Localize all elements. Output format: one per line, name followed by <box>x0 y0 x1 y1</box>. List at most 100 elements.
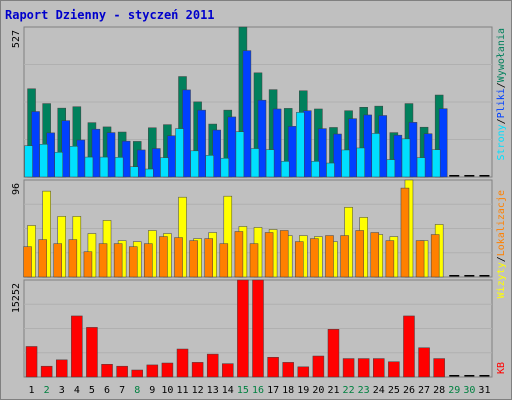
bar-middle-lokalizacje <box>234 231 244 278</box>
bar-middle-lokalizacje <box>400 187 410 278</box>
bar-top-strony <box>401 138 411 178</box>
x-tick-label: 20 <box>312 385 324 396</box>
bar-bottom-kb <box>146 364 159 378</box>
bar-bottom-kb <box>71 315 83 378</box>
x-tick-label: 13 <box>207 385 219 396</box>
bar-bottom-kb <box>25 346 38 378</box>
right-label: Strony/Pliki/Wywołania <box>496 28 507 160</box>
bar-top-strony <box>190 150 199 178</box>
bar-middle-lokalizacje <box>174 237 183 278</box>
bar-top-strony <box>296 112 305 178</box>
bar-top-pliki <box>438 108 448 178</box>
bar-bottom-kb <box>176 348 189 378</box>
bar-bottom-kb <box>327 329 340 378</box>
bar-bottom-kb <box>403 315 415 378</box>
bar-top-strony <box>416 157 426 178</box>
bar-bottom-kb <box>282 362 294 378</box>
bar-top-pliki <box>212 129 221 178</box>
bar-top-strony <box>311 161 320 178</box>
bar-empty <box>479 275 490 277</box>
bar-top-strony <box>145 168 154 178</box>
bar-middle-lokalizacje <box>144 243 153 278</box>
bar-top-strony <box>129 166 139 178</box>
bar-bottom-kb <box>252 279 264 378</box>
x-tick-label: 22 <box>343 385 355 396</box>
x-tick-label: 11 <box>176 385 188 396</box>
x-tick-label: 19 <box>297 385 309 396</box>
bar-bottom-kb <box>342 358 355 378</box>
x-tick-label: 4 <box>74 385 80 396</box>
bar-bottom-kb <box>191 362 204 378</box>
bar-top-strony <box>160 157 169 178</box>
bar-middle-lokalizacje <box>415 240 425 278</box>
bar-empty <box>464 175 475 177</box>
bar-bottom-kb <box>55 359 68 378</box>
x-tick-label: 24 <box>373 385 385 396</box>
bar-middle-lokalizacje <box>219 243 229 278</box>
x-tick-label: 5 <box>89 385 95 396</box>
bar-empty <box>479 175 490 177</box>
x-tick-label: 27 <box>418 385 430 396</box>
bar-top-strony <box>386 159 396 178</box>
bar-top-strony <box>341 149 350 178</box>
bottom-panel-max-label: 15252 <box>11 283 22 313</box>
bar-top-strony <box>371 133 381 178</box>
bar-bottom-kb <box>297 366 310 378</box>
bar-bottom-kb <box>267 357 279 378</box>
bar-bottom-kb <box>373 358 385 378</box>
bar-empty <box>479 375 490 377</box>
x-tick-label: 15 <box>237 385 249 396</box>
bar-top-strony <box>99 156 109 178</box>
x-tick-label: 30 <box>463 385 475 396</box>
bar-middle-lokalizacje <box>53 243 62 278</box>
bar-bottom-kb <box>237 279 249 378</box>
bar-bottom-kb <box>433 358 445 378</box>
bar-middle-lokalizacje <box>279 230 289 278</box>
x-tick-label: 6 <box>104 385 110 396</box>
bar-bottom-kb <box>40 365 53 378</box>
bar-top-pliki <box>106 132 116 178</box>
x-tick-label: 31 <box>478 385 490 396</box>
bar-bottom-kb <box>357 358 370 378</box>
bar-empty <box>449 175 460 177</box>
x-tick-label: 29 <box>448 385 460 396</box>
bar-top-pliki <box>136 149 146 178</box>
bar-bottom-kb <box>116 365 128 378</box>
bar-middle-lokalizacje <box>189 240 198 278</box>
x-tick-label: 28 <box>433 385 445 396</box>
bar-middle-lokalizacje <box>68 239 78 278</box>
bar-empty <box>449 275 460 277</box>
bar-middle-lokalizacje <box>325 235 334 278</box>
x-tick-label: 21 <box>327 385 339 396</box>
bar-middle-lokalizacje <box>83 251 93 278</box>
bar-middle-lokalizacje <box>23 246 32 278</box>
x-tick-label: 14 <box>222 385 234 396</box>
bar-top-strony <box>250 148 260 178</box>
bar-bottom-kb <box>388 361 400 378</box>
bar-bottom-kb <box>101 364 113 378</box>
bar-middle-lokalizacje <box>355 230 364 278</box>
bar-top-strony <box>205 155 214 178</box>
bar-top-strony <box>175 128 184 178</box>
bar-middle-lokalizacje <box>204 238 213 278</box>
bar-bottom-kb <box>222 363 234 378</box>
x-tick-label: 26 <box>403 385 415 396</box>
bar-top-strony <box>235 131 245 178</box>
bar-top-strony <box>24 145 33 178</box>
chart-title: Raport Dzienny - styczeń 2011 <box>5 8 215 22</box>
bar-top-pliki <box>197 109 206 178</box>
right-label: Wizyty/Lokalizacje <box>496 190 507 298</box>
bar-top-pliki <box>272 108 282 178</box>
bar-top-strony <box>114 157 124 178</box>
right-label: KB <box>496 362 507 374</box>
bar-top-strony <box>54 151 63 178</box>
bar-bottom-kb <box>161 362 174 378</box>
x-tick-label: 7 <box>119 385 125 396</box>
x-tick-label: 2 <box>44 385 50 396</box>
bar-middle-lokalizacje <box>249 243 259 278</box>
bar-middle-lokalizacje <box>128 246 138 278</box>
middle-panel-max-label: 96 <box>11 183 22 195</box>
bar-empty <box>464 275 475 277</box>
